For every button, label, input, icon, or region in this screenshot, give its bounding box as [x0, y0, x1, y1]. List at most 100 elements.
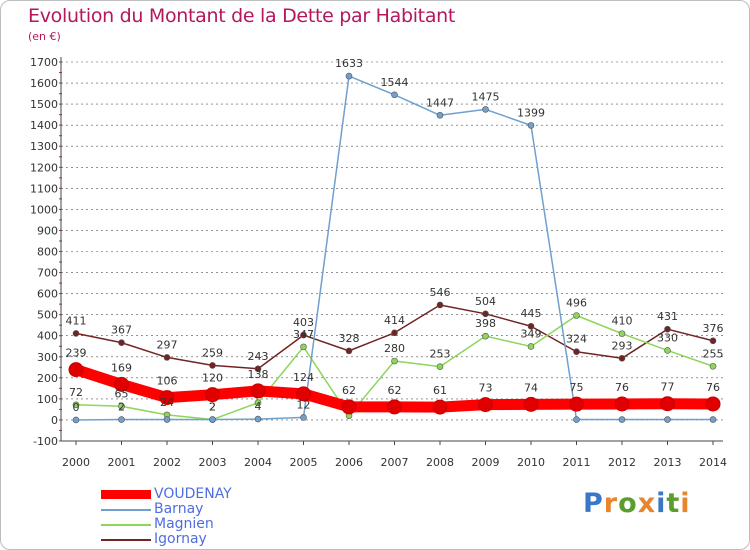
data-label-magnien: 253	[430, 348, 451, 361]
data-point-igornay	[300, 331, 307, 339]
data-point-voudenay	[341, 399, 357, 415]
data-label-igornay: 445	[521, 307, 542, 320]
data-point-igornay	[709, 337, 717, 345]
data-label-magnien: 280	[384, 342, 405, 355]
legend-swatch-magnien	[101, 523, 151, 526]
x-tick-label: 2000	[62, 456, 90, 469]
y-tick-label: 1400	[30, 119, 58, 132]
data-label-barnay: 1633	[335, 57, 363, 70]
data-point-voudenay	[250, 383, 266, 399]
y-tick-label: 300	[37, 351, 58, 364]
data-label-igornay: 259	[202, 346, 223, 359]
logo-letter: r	[603, 488, 619, 519]
data-point-igornay	[436, 301, 444, 309]
data-label-barnay: 2	[209, 401, 216, 414]
data-label-voudenay: 74	[524, 381, 538, 394]
data-label-magnien: 65	[115, 387, 129, 400]
data-label-magnien: 24	[160, 396, 174, 409]
data-label-barnay: 4	[255, 400, 262, 413]
data-point-igornay	[664, 325, 671, 333]
data-label-magnien: 2	[209, 401, 216, 414]
x-tick-label: 2010	[517, 456, 545, 469]
data-point-barnay	[527, 122, 535, 129]
data-label-voudenay: 138	[248, 368, 269, 381]
data-label-igornay: 431	[657, 310, 678, 323]
data-point-magnien	[482, 332, 489, 340]
x-tick-label: 2003	[199, 456, 227, 469]
legend-label-magnien: Magnien	[154, 516, 214, 532]
legend-label-igornay: Igornay	[154, 531, 207, 547]
data-label-voudenay: 75	[570, 381, 584, 394]
data-point-barnay	[345, 72, 353, 80]
data-label-igornay: 403	[293, 316, 314, 329]
data-point-barnay	[436, 111, 444, 119]
data-label-igornay: 367	[111, 324, 132, 337]
data-label-igornay: 243	[248, 350, 269, 363]
y-tick-label: 1200	[30, 161, 58, 174]
data-label-barnay: 12	[297, 398, 311, 411]
data-point-voudenay	[387, 399, 402, 415]
y-tick-label: -100	[33, 435, 58, 448]
x-tick-label: 2006	[335, 456, 363, 469]
data-point-barnay	[391, 91, 398, 99]
data-point-voudenay	[523, 396, 539, 412]
logo-letter: i	[656, 488, 667, 519]
data-point-magnien	[436, 363, 444, 370]
y-tick-label: 500	[37, 309, 58, 322]
data-label-voudenay: 77	[661, 381, 675, 394]
data-point-igornay	[254, 365, 262, 373]
data-point-magnien	[527, 343, 535, 350]
x-tick-label: 2014	[699, 456, 727, 469]
data-label-igornay: 324	[566, 333, 587, 346]
y-tick-label: 200	[37, 372, 58, 385]
data-label-igornay: 504	[475, 295, 496, 308]
data-label-igornay: 376	[703, 322, 724, 335]
y-tick-label: 1100	[30, 182, 58, 195]
x-tick-label: 2011	[563, 456, 591, 469]
data-label-voudenay: 61	[433, 384, 447, 397]
proxiti-logo: Proxiti	[583, 488, 691, 519]
data-label-voudenay: 76	[706, 381, 720, 394]
logo-letter: P	[583, 488, 604, 519]
logo-letter: x	[637, 488, 657, 519]
data-label-barnay: 0	[73, 401, 80, 414]
y-tick-label: 1600	[30, 77, 58, 90]
chart-subtitle: (en €)	[28, 30, 61, 43]
data-label-barnay: 1399	[517, 106, 545, 119]
data-label-voudenay: 169	[111, 361, 132, 374]
data-point-magnien	[709, 362, 717, 370]
data-label-magnien: 72	[69, 386, 83, 399]
y-tick-label: 1000	[30, 203, 58, 216]
data-point-magnien	[254, 399, 262, 406]
data-point-barnay	[482, 106, 489, 113]
data-point-magnien	[72, 401, 80, 409]
data-label-barnay: 2	[118, 401, 125, 414]
data-label-barnay: 1447	[426, 96, 454, 109]
y-tick-label: 400	[37, 330, 58, 343]
data-label-magnien: 255	[703, 347, 724, 360]
data-point-igornay	[482, 310, 489, 318]
data-point-voudenay	[159, 390, 175, 406]
y-tick-label: 1300	[30, 140, 58, 153]
data-point-igornay	[391, 329, 398, 337]
data-label-magnien: 330	[657, 331, 678, 344]
data-label-magnien: 496	[566, 297, 587, 310]
data-point-igornay	[163, 354, 171, 361]
data-point-magnien	[573, 312, 580, 319]
data-label-igornay: 414	[384, 314, 405, 327]
legend-item-voudenay: VOUDENAY	[101, 487, 232, 502]
data-label-igornay: 297	[157, 338, 178, 351]
x-tick-label: 2008	[426, 456, 454, 469]
y-tick-label: 900	[37, 224, 58, 237]
y-tick-label: 0	[51, 414, 58, 427]
x-tick-label: 2004	[244, 456, 272, 469]
data-point-barnay	[573, 416, 580, 423]
data-label-magnien: 398	[475, 317, 496, 330]
legend-swatch-voudenay	[101, 490, 151, 499]
data-point-voudenay	[205, 387, 220, 403]
data-point-igornay	[118, 339, 125, 346]
data-point-voudenay	[660, 396, 675, 412]
x-tick-label: 2001	[108, 456, 136, 469]
